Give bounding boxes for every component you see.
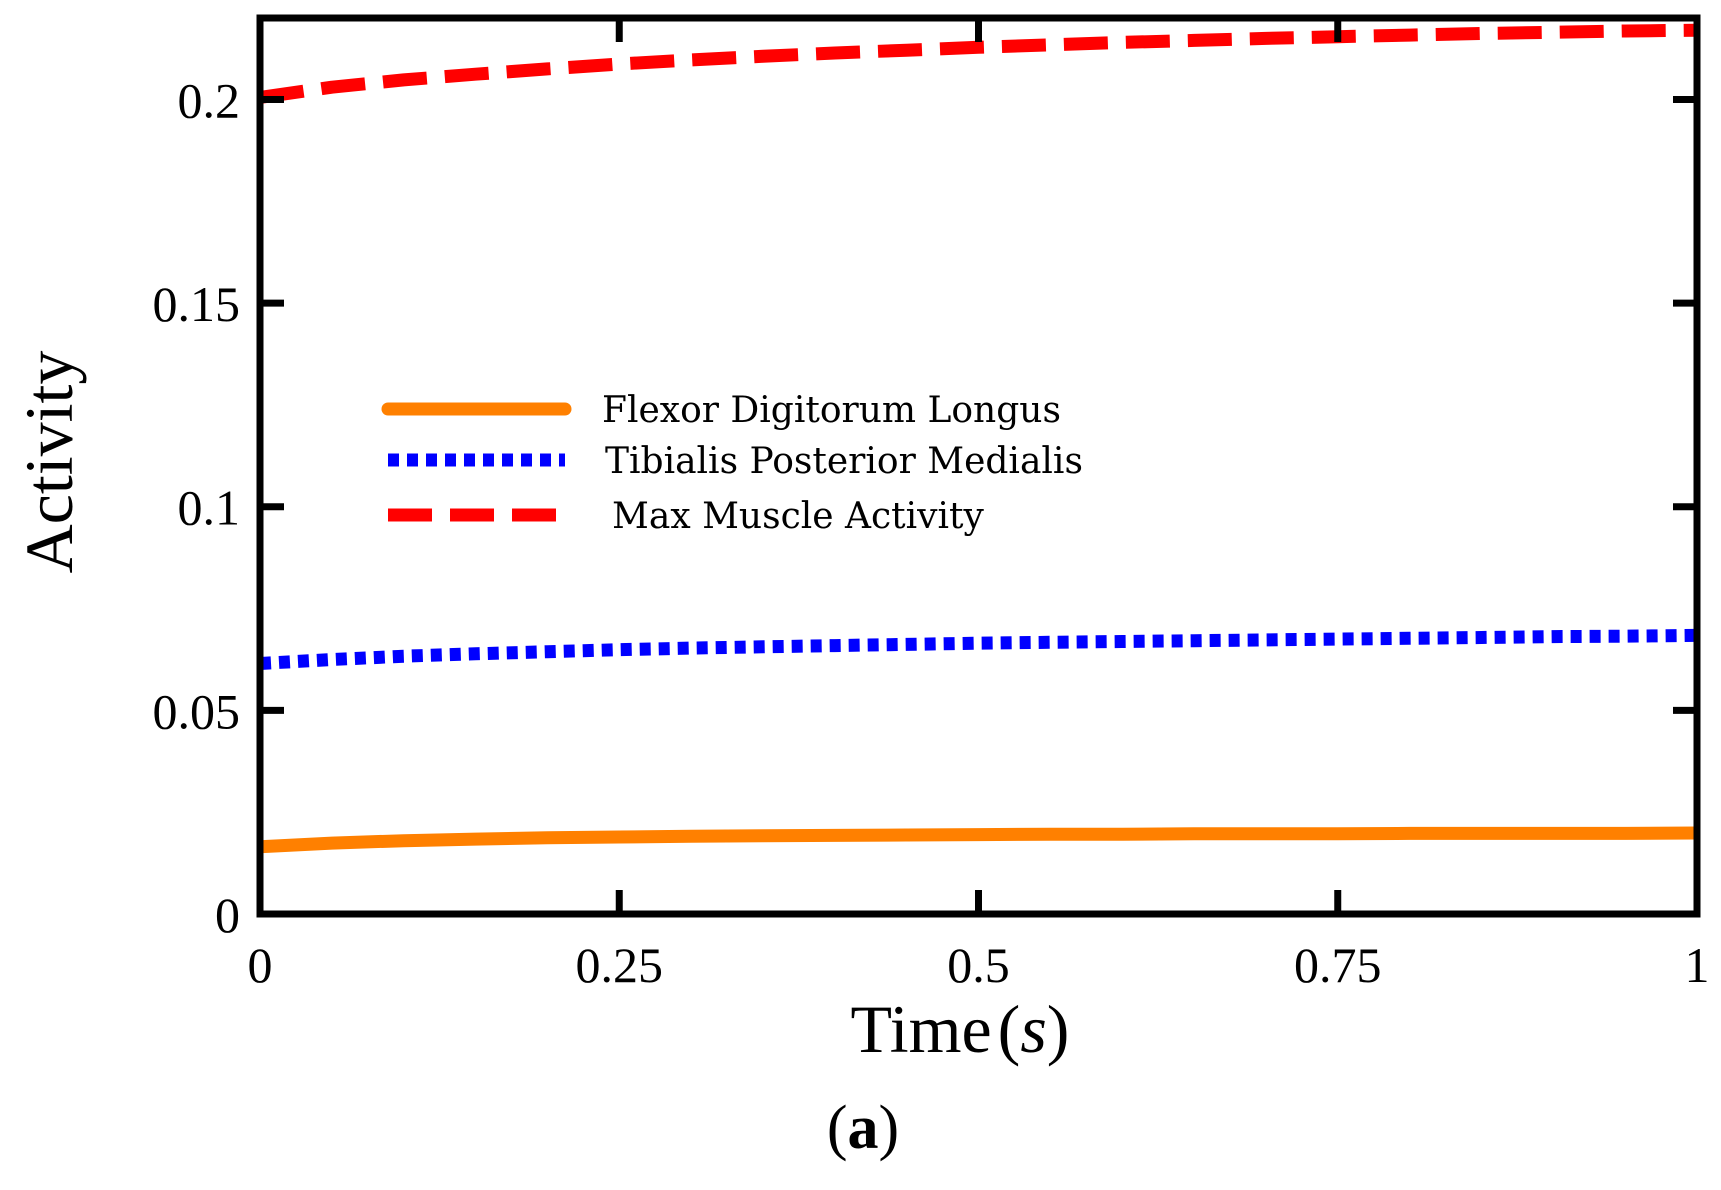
x-axis-unit-open: (	[998, 991, 1021, 1067]
series-line-max-muscle-activity	[260, 23, 1697, 104]
legend: Flexor Digitorum Longus Tibialis Posteri…	[381, 390, 1083, 537]
legend-label-tibialis-posterior-medialis: Tibialis Posterior Medialis	[605, 441, 1083, 482]
legend-label-flexor-digitorum-longus: Flexor Digitorum Longus	[602, 390, 1061, 431]
series-line-tibialis-posterior-medialis	[260, 628, 1697, 670]
x-tick-label: 1	[1685, 937, 1710, 993]
legend-label-max-muscle-activity: Max Muscle Activity	[612, 496, 984, 537]
x-tick-label: 0.75	[1294, 937, 1382, 993]
y-tick-label: 0.2	[178, 72, 241, 128]
panel-label-open: (	[827, 1094, 848, 1162]
x-axis-unit-close: )	[1047, 991, 1070, 1067]
y-tick-label: 0	[215, 887, 240, 943]
y-tick-label: 0.05	[153, 683, 241, 739]
panel-label: (a)	[827, 1094, 899, 1162]
panel-label-text: a	[848, 1094, 879, 1162]
series-line-flexor-digitorum-longus	[260, 826, 1697, 854]
y-tick-label: 0.1	[178, 480, 241, 536]
x-axis-title-text: Time	[851, 991, 992, 1067]
y-axis-title: Activity	[11, 351, 87, 574]
panel-label-close: )	[879, 1094, 900, 1162]
y-tick-label: 0.15	[153, 276, 241, 332]
x-tick-label: 0	[248, 937, 273, 993]
x-tick-label: 0.25	[576, 937, 664, 993]
x-axis-unit: s	[1020, 991, 1046, 1067]
x-axis-title: Time(s)	[851, 991, 1070, 1067]
x-tick-label: 0.5	[947, 937, 1010, 993]
